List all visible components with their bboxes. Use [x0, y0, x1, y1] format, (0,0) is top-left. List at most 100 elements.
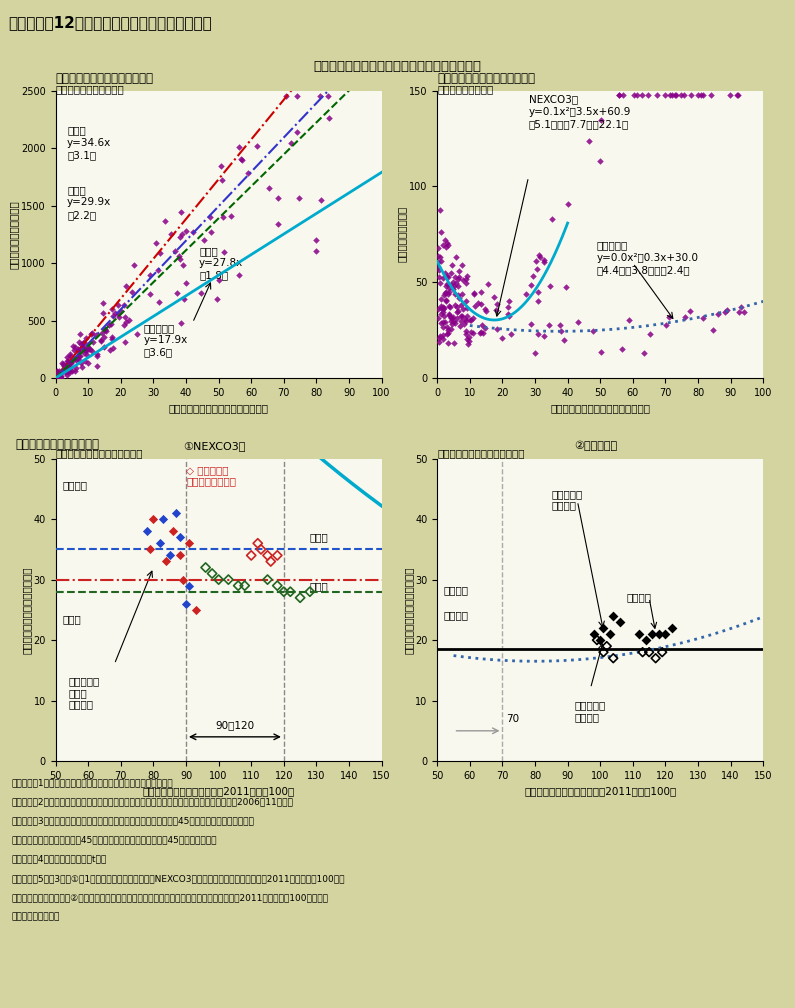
Text: （３）平均収入と平均費用: （３）平均収入と平均費用	[16, 438, 100, 452]
Point	[72, 343, 84, 359]
Point	[178, 290, 191, 306]
Point	[475, 317, 488, 333]
Point	[457, 272, 470, 288]
Text: 平均費用: 平均費用	[62, 480, 87, 490]
Point	[96, 325, 109, 341]
Point	[53, 368, 66, 384]
Point	[118, 308, 131, 325]
Point	[80, 330, 92, 346]
Point	[460, 332, 473, 348]
Point	[692, 87, 704, 103]
Y-axis label: （平均費用、億円）: （平均費用、億円）	[396, 207, 406, 262]
Point	[603, 626, 616, 642]
Text: 高速道路においても交通量当たりの費用が増加: 高速道路においても交通量当たりの費用が増加	[313, 60, 482, 74]
Point	[432, 254, 444, 270]
Point	[542, 318, 555, 334]
Point	[546, 211, 559, 227]
Point	[706, 322, 719, 338]
Point	[731, 87, 743, 103]
Point	[73, 349, 86, 365]
Point	[170, 285, 183, 301]
Point	[285, 135, 297, 151]
Point	[55, 368, 68, 384]
Point	[449, 249, 462, 265]
Point	[635, 87, 648, 103]
Point	[173, 547, 186, 563]
Point	[68, 351, 80, 367]
Point	[314, 193, 327, 209]
Point	[79, 342, 91, 358]
Point	[130, 327, 143, 343]
Point	[64, 354, 77, 370]
Point	[127, 257, 140, 273]
Point	[245, 547, 258, 563]
Point	[204, 209, 216, 225]
Point	[72, 341, 84, 357]
Point	[442, 298, 455, 314]
Point	[440, 326, 453, 342]
Point	[442, 336, 455, 352]
Point	[120, 277, 133, 293]
Point	[456, 257, 469, 273]
Point	[586, 323, 599, 339]
Point	[443, 284, 456, 300]
Point	[251, 535, 264, 551]
Point	[65, 355, 78, 371]
Point	[73, 352, 86, 368]
Point	[215, 157, 227, 173]
Point	[149, 235, 162, 251]
Point	[310, 232, 323, 248]
Point	[440, 268, 453, 284]
Point	[51, 370, 64, 386]
Point	[696, 87, 709, 103]
Point	[464, 311, 477, 328]
Point	[64, 364, 76, 380]
Point	[284, 584, 297, 600]
Point	[537, 252, 550, 268]
Point	[561, 196, 574, 212]
Point	[475, 295, 487, 311]
Point	[435, 253, 448, 269]
Point	[572, 313, 584, 330]
Point	[442, 237, 455, 253]
Point	[95, 334, 107, 350]
Point	[200, 559, 212, 576]
Point	[187, 224, 200, 240]
Point	[167, 523, 180, 539]
Point	[460, 312, 473, 329]
Point	[76, 359, 88, 375]
Point	[177, 257, 190, 273]
Point	[68, 363, 81, 379]
Point	[73, 348, 86, 364]
Point	[615, 341, 628, 357]
Point	[432, 269, 445, 285]
Point	[153, 245, 166, 261]
Point	[70, 351, 83, 367]
Point	[670, 87, 683, 103]
Point	[448, 296, 461, 312]
Point	[448, 335, 461, 351]
Text: （２）平均費用と交通量の関係: （２）平均費用と交通量の関係	[437, 72, 535, 85]
Point	[530, 253, 543, 269]
Point	[617, 87, 630, 103]
Text: 西日本
y=29.9x
（2.2）: 西日本 y=29.9x （2.2）	[67, 184, 111, 220]
Point	[271, 191, 284, 207]
Point	[474, 326, 487, 342]
Text: 第３－３－12図　高速道路の収入と費用の関係: 第３－３－12図 高速道路の収入と費用の関係	[8, 15, 211, 30]
Point	[144, 267, 157, 283]
Point	[436, 299, 449, 316]
Point	[52, 369, 65, 385]
Point	[526, 268, 539, 284]
Point	[79, 343, 91, 359]
Point	[455, 312, 467, 329]
Point	[55, 370, 68, 386]
Point	[157, 511, 169, 527]
Point	[684, 302, 696, 319]
Point	[61, 356, 74, 372]
Point	[452, 271, 464, 287]
Point	[174, 229, 187, 245]
Text: 再調達原価を45で除しているのは、償還年数が45年であるため。: 再調達原価を45で除しているのは、償還年数が45年であるため。	[12, 836, 217, 845]
Point	[520, 285, 533, 301]
Point	[597, 620, 610, 636]
Point	[531, 293, 544, 309]
